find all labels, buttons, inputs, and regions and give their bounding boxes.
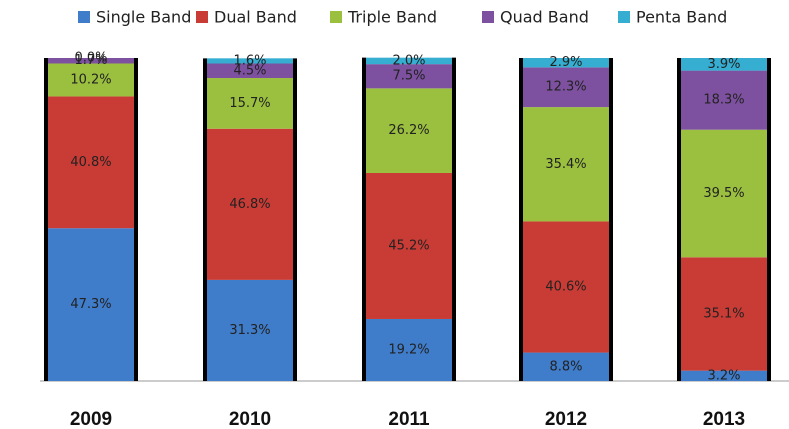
bar-segment (681, 70, 767, 130)
bar-segment (366, 64, 452, 89)
legend-swatch (78, 11, 90, 23)
bar-segment (681, 370, 767, 381)
bar-segment (366, 88, 452, 173)
bar-segment (523, 352, 609, 381)
data-label: 46.8% (229, 197, 270, 212)
data-label: 47.3% (70, 297, 111, 312)
bar-segment (523, 67, 609, 108)
bar-segment (207, 63, 293, 79)
legend-label: Single Band (96, 8, 191, 27)
bar-segment (48, 63, 134, 97)
bar-segment (366, 172, 452, 319)
data-label: 26.2% (388, 123, 429, 138)
bar-segment (523, 221, 609, 353)
bar-segment (207, 128, 293, 280)
bar-segment (523, 107, 609, 222)
bar-segment (366, 57, 452, 65)
bar-segment (681, 58, 767, 71)
bar-segment (523, 58, 609, 68)
x-tick-label: 2011 (388, 409, 430, 429)
bar-segment (48, 228, 134, 381)
legend-swatch (330, 11, 342, 23)
legend-swatch (482, 11, 494, 23)
data-label: 3.9% (707, 57, 740, 72)
bar-segment (48, 58, 134, 64)
x-tick-label: 2010 (229, 409, 271, 429)
bar-segment (207, 78, 293, 129)
data-label: 1.6% (233, 53, 266, 68)
data-label: 45.2% (388, 238, 429, 253)
data-label: 7.5% (392, 69, 425, 84)
bar-segment (366, 318, 452, 381)
bar-segment (681, 129, 767, 258)
data-label: 3.2% (707, 368, 740, 383)
data-label: 1.7% (74, 53, 107, 68)
data-label: 4.5% (233, 63, 266, 78)
bar-segment (48, 96, 134, 229)
legend-swatch (196, 11, 208, 23)
legend-swatch (618, 11, 630, 23)
data-label: 35.4% (545, 157, 586, 172)
data-label: 12.3% (545, 80, 586, 95)
data-label: 31.3% (229, 323, 270, 338)
data-label: 19.2% (388, 342, 429, 357)
data-label: 0.0% (74, 51, 107, 66)
x-tick-label: 2013 (703, 409, 745, 429)
data-label: 18.3% (703, 93, 744, 108)
data-label: 15.7% (229, 96, 270, 111)
data-label: 35.1% (703, 306, 744, 321)
x-tick-label: 2012 (545, 409, 587, 429)
data-label: 8.8% (549, 359, 582, 374)
x-tick-label: 2009 (70, 409, 112, 429)
legend-label: Triple Band (347, 8, 437, 27)
legend-label: Penta Band (636, 8, 727, 27)
legend-label: Dual Band (214, 8, 297, 27)
data-label: 2.0% (392, 53, 425, 68)
legend-label: Quad Band (500, 8, 589, 27)
data-label: 40.6% (545, 280, 586, 295)
bar-segment (207, 58, 293, 64)
data-label: 39.5% (703, 186, 744, 201)
bar-segment (681, 257, 767, 371)
data-label: 2.9% (549, 55, 582, 70)
data-label: 40.8% (70, 155, 111, 170)
data-label: 10.2% (70, 72, 111, 87)
bar-segment (207, 279, 293, 381)
